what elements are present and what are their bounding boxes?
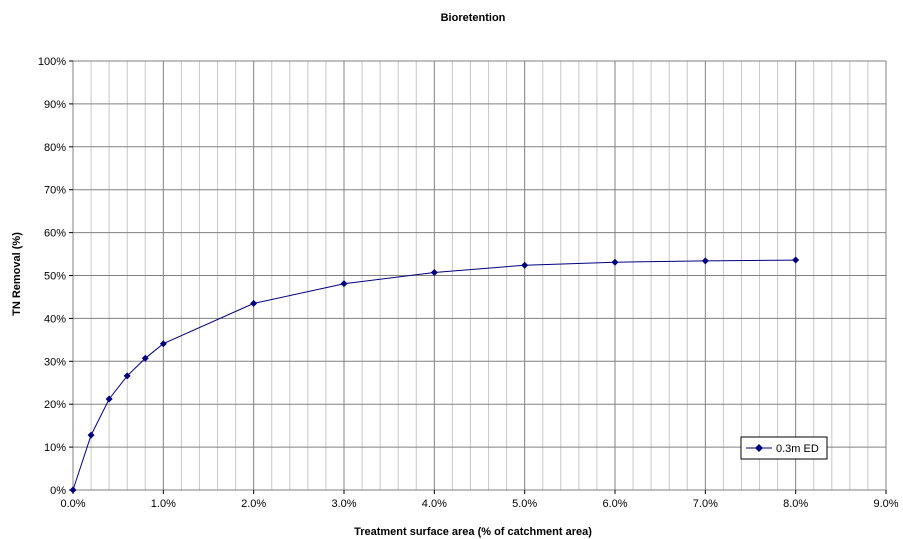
- y-tick-label: 70%: [44, 185, 66, 197]
- legend-box: [740, 436, 828, 460]
- data-point: [159, 340, 167, 348]
- y-tick-label: 10%: [44, 442, 66, 454]
- x-tick-label: 9.0%: [873, 498, 898, 510]
- data-point: [340, 280, 348, 288]
- legend-entry-label: 0.3m ED: [776, 443, 819, 455]
- data-point: [701, 257, 709, 265]
- y-tick-label: 80%: [44, 142, 66, 154]
- legend: 0.3m ED: [740, 436, 828, 460]
- x-tick-label: 5.0%: [512, 498, 537, 510]
- data-point: [69, 486, 77, 494]
- data-point: [792, 256, 800, 264]
- data-point: [430, 268, 438, 276]
- data-point: [141, 354, 149, 362]
- x-tick-label: 3.0%: [331, 498, 356, 510]
- data-point: [123, 372, 131, 380]
- data-point: [521, 261, 529, 269]
- y-tick-label: 60%: [44, 228, 66, 240]
- chart-title: Bioretention: [441, 12, 506, 24]
- x-axis-label: Treatment surface area (% of catchment a…: [354, 526, 592, 538]
- y-tick-label: 90%: [44, 99, 66, 111]
- y-tick-labels: 0% 10% 20% 30% 40% 50% 60% 70% 80% 90% 100%: [38, 56, 73, 497]
- data-point: [611, 258, 619, 266]
- x-tick-label: 2.0%: [241, 498, 266, 510]
- x-tick-labels: 0.0% 1.0% 2.0% 3.0% 4.0% 5.0% 6.0% 7.0% 8.0% 9.0%: [60, 490, 899, 510]
- data-point: [87, 431, 95, 439]
- legend-marker: [755, 444, 763, 452]
- x-tick-label: 1.0%: [151, 498, 176, 510]
- y-tick-label: 50%: [44, 271, 66, 283]
- y-tick-label: 40%: [44, 313, 66, 325]
- x-tick-label: 4.0%: [422, 498, 447, 510]
- y-axis-label: TN Removal (%): [11, 232, 23, 316]
- x-tick-label: 8.0%: [783, 498, 808, 510]
- y-tick-label: 20%: [44, 399, 66, 411]
- data-point: [105, 395, 113, 403]
- y-tick-label: 100%: [38, 56, 66, 68]
- data-point: [250, 299, 258, 307]
- x-tick-label: 7.0%: [693, 498, 718, 510]
- x-tick-label: 0.0%: [60, 498, 85, 510]
- y-tick-label: 30%: [44, 356, 66, 368]
- x-tick-label: 6.0%: [602, 498, 627, 510]
- series-layer: [69, 256, 800, 494]
- y-tick-label: 0%: [50, 485, 66, 497]
